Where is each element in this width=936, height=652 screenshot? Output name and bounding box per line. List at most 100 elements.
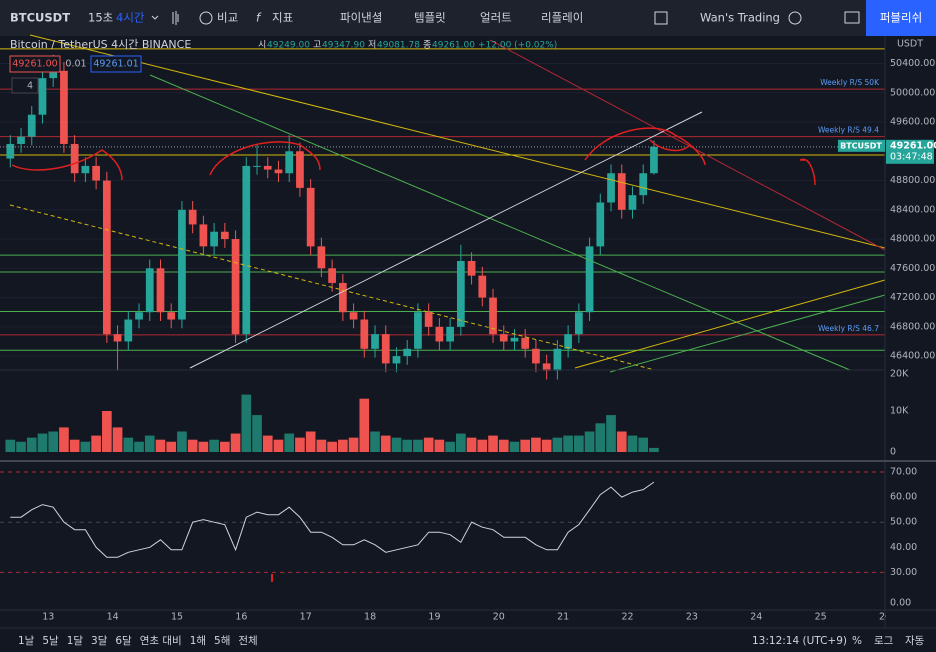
- replay[interactable]: 리플레이: [541, 11, 583, 25]
- candle-body: [210, 231, 218, 247]
- alerts[interactable]: 얼러트: [480, 11, 512, 25]
- clock: 13:12:14 (UTC+9): [752, 635, 847, 647]
- range-button[interactable]: 6달: [115, 635, 132, 647]
- volume-bar: [584, 431, 595, 452]
- candle-body: [27, 114, 36, 137]
- volume-bar: [359, 398, 370, 452]
- y-tick-label: 50400.00: [890, 58, 935, 69]
- x-tick-label: 22: [621, 612, 633, 623]
- bottom-bar: 1날 5날 1달 3달 6달 연초 대비 1해 5해 전체 13:12:14 (UTC+9)% 로그…: [18, 634, 925, 647]
- volume-bar: [305, 431, 316, 452]
- volume-bar: [295, 437, 305, 452]
- x-tick-label: 17: [300, 612, 312, 623]
- line-label: Weekly R/S 49.4: [818, 126, 879, 135]
- icons: [151, 11, 179, 25]
- buy-box[interactable]: [90, 55, 142, 73]
- candle-body: [145, 268, 154, 313]
- rsi-tick-label: 70.00: [890, 467, 917, 478]
- volume-bar: [187, 439, 198, 452]
- volume-bar: [241, 394, 252, 452]
- volume-bar: [134, 441, 144, 452]
- candle-body: [585, 246, 594, 313]
- volume-bar: [102, 411, 112, 452]
- volume-bar: [563, 435, 573, 452]
- y-tick-label: 48400.00: [890, 204, 935, 215]
- candle-body: [478, 275, 487, 298]
- candle-body: [371, 334, 379, 349]
- range-button[interactable]: 3달: [91, 635, 108, 647]
- ohlc-label: 저: [368, 40, 376, 51]
- candle-body: [242, 165, 251, 335]
- sell[interactable]: 49261.00: [12, 59, 57, 70]
- volume-bar: [423, 437, 434, 452]
- range-button[interactable]: 1달: [67, 635, 84, 647]
- candle-body: [38, 78, 47, 115]
- volume-bar: [220, 441, 230, 452]
- range-button[interactable]: 연초 대비: [140, 635, 182, 647]
- publish-button[interactable]: [866, 0, 936, 36]
- change: +12.00 (+0.02%): [478, 41, 557, 51]
- volume-bar: [284, 433, 295, 452]
- range-button[interactable]: 전체: [238, 635, 257, 647]
- volume-bar: [16, 441, 26, 452]
- volume-bar: [198, 441, 209, 452]
- layout-icon[interactable]: [654, 11, 668, 25]
- range-button[interactable]: 1해: [190, 634, 206, 647]
- ohlc-value: 49347.90: [322, 41, 365, 51]
- settings-icon[interactable]: [788, 11, 802, 25]
- range-button[interactable]: 5날: [42, 635, 59, 647]
- ohlc-label: 시: [258, 40, 266, 51]
- candle-body: [317, 246, 326, 269]
- volume-bar: [155, 439, 166, 452]
- x-tick-label: 19: [428, 612, 440, 623]
- seconds[interactable]: 15초: [88, 11, 113, 25]
- line-label: Weekly R/S 46.7: [818, 324, 879, 333]
- sell-box[interactable]: [9, 55, 61, 73]
- camera-icon[interactable]: [844, 11, 860, 24]
- indicators[interactable]: 지표: [272, 11, 293, 25]
- candle-body: [156, 268, 165, 313]
- candle-body: [650, 146, 658, 174]
- y-tick-label: 48000.00: [890, 234, 935, 245]
- symbol[interactable]: BTCUSDT: [10, 11, 70, 25]
- candle-body: [253, 165, 261, 167]
- chart: Weekly R/S 50K Weekly R/S 49.4 Weekly R/S …: [0, 48, 885, 582]
- candle-body: [178, 209, 186, 320]
- candle-body: [435, 326, 444, 342]
- candle-body: [521, 337, 530, 349]
- range-button[interactable]: 5해: [214, 634, 230, 647]
- volume-bar: [370, 431, 380, 452]
- volume-tick-label: 20K: [890, 369, 909, 380]
- candle-body: [188, 209, 197, 225]
- financials[interactable]: 파이낸셜: [340, 11, 382, 25]
- ohlc-value: 49249.00: [267, 41, 310, 51]
- candle-body: [49, 70, 58, 79]
- publish[interactable]: 퍼블리쉬: [880, 11, 922, 25]
- volume-bar: [391, 437, 402, 452]
- indicator-count[interactable]: 4: [27, 81, 33, 92]
- candle-body: [553, 348, 562, 371]
- range-button[interactable]: 1날: [18, 635, 35, 647]
- candle-body: [6, 143, 15, 159]
- indicator-toggle[interactable]: [11, 77, 39, 94]
- volume-bar: [230, 433, 241, 452]
- rsi-line: [10, 481, 655, 558]
- auto-toggle[interactable]: 자동: [905, 635, 925, 647]
- ohlc-label: 고: [313, 41, 321, 51]
- volume-bar: [477, 439, 488, 452]
- buy[interactable]: 49261.01: [93, 59, 138, 70]
- candle-body: [102, 180, 111, 335]
- templates[interactable]: 템플릿: [414, 11, 446, 25]
- percent-toggle[interactable]: %: [852, 635, 862, 647]
- candle-body: [17, 136, 25, 144]
- layout-name[interactable]: Wan's Trading: [700, 11, 780, 25]
- volume-bar: [541, 439, 552, 452]
- trend-line: [149, 74, 851, 371]
- volume-bar: [252, 415, 262, 452]
- rsi-tick-label: 50.00: [890, 517, 917, 528]
- trend-line: [489, 39, 886, 251]
- compare[interactable]: 비교: [217, 11, 238, 25]
- log-toggle[interactable]: 로그: [874, 635, 894, 647]
- volume-bar: [627, 435, 638, 452]
- interval[interactable]: 4시간: [116, 11, 145, 25]
